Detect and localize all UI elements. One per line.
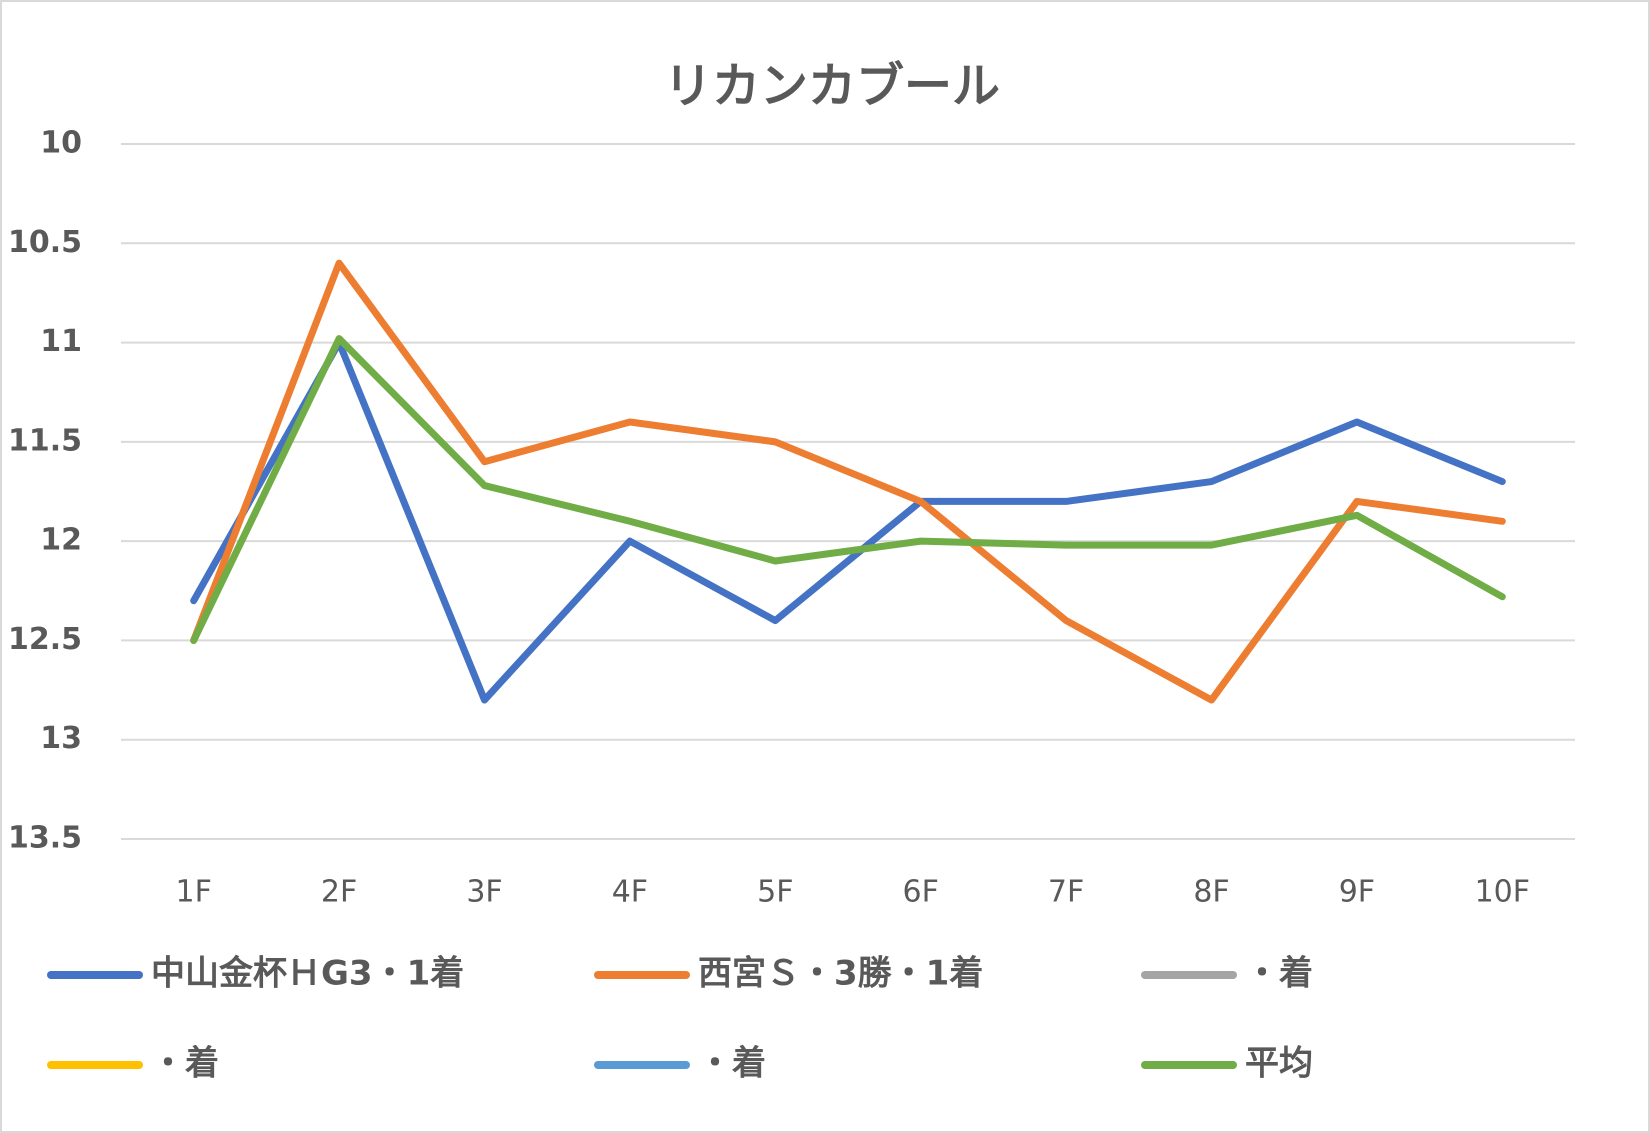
- x-tick-label: 3F: [466, 875, 502, 910]
- y-tick-label: 11: [40, 324, 82, 359]
- y-tick-label: 13: [40, 721, 82, 756]
- y-tick-label: 11.5: [8, 423, 82, 458]
- y-tick-label: 12: [40, 523, 82, 558]
- x-tick-label: 7F: [1048, 875, 1084, 910]
- x-tick-label: 1F: [176, 875, 212, 910]
- legend-label: ・着: [1245, 954, 1313, 994]
- x-tick-label: 2F: [321, 875, 357, 910]
- y-tick-label: 12.5: [8, 622, 82, 657]
- legend-label: ・着: [698, 1044, 766, 1084]
- y-tick-label: 13.5: [8, 821, 82, 856]
- y-tick-label: 10.5: [8, 225, 82, 260]
- x-tick-label: 5F: [757, 875, 793, 910]
- x-tick-label: 4F: [612, 875, 648, 910]
- legend-label: 西宮Ｓ・3勝・1着: [698, 954, 983, 994]
- x-tick-label: 6F: [903, 875, 939, 910]
- x-tick-label: 8F: [1193, 875, 1229, 910]
- legend-label: ・着: [151, 1044, 219, 1084]
- legend-label: 平均: [1245, 1044, 1313, 1084]
- y-tick-label: 10: [40, 126, 82, 161]
- chart-title: リカンカブール: [664, 58, 1000, 114]
- legend-label: 中山金杯ＨG3・1着: [151, 954, 464, 994]
- series-line: [190, 335, 1506, 644]
- x-tick-label: 9F: [1339, 875, 1375, 910]
- series-line: [190, 259, 1506, 704]
- x-tick-label: 10F: [1475, 875, 1530, 910]
- series-line: [190, 339, 1506, 704]
